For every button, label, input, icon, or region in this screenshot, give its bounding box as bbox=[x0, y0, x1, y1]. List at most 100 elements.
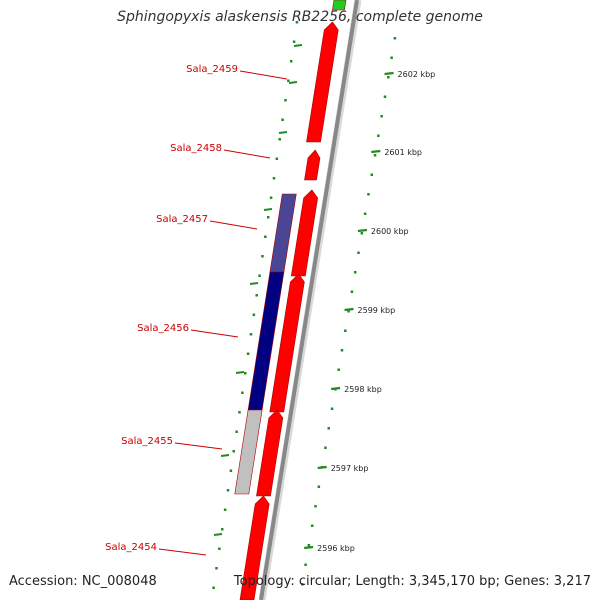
guide-dot-right bbox=[324, 446, 327, 449]
guide-dot-left bbox=[218, 547, 221, 550]
gene-start-dash bbox=[249, 282, 259, 285]
gene-leader-line bbox=[174, 442, 223, 450]
guide-dot-right bbox=[344, 329, 347, 332]
tick-label: 2599 kbp bbox=[358, 306, 396, 315]
guide-dot-left bbox=[258, 274, 261, 277]
guide-dot-right bbox=[360, 232, 364, 235]
guide-dot-left bbox=[295, 21, 299, 24]
gene-arrow-sala-2458 bbox=[304, 149, 321, 181]
guide-dot-right bbox=[367, 193, 370, 196]
guide-dot-right bbox=[363, 212, 367, 215]
guide-dot-right bbox=[373, 154, 377, 157]
guide-dot-left bbox=[252, 313, 256, 316]
gene-label[interactable]: Sala_2457 bbox=[156, 214, 208, 225]
tick-label: 2602 kbp bbox=[398, 70, 436, 79]
guide-dot-right bbox=[307, 544, 311, 547]
tick-mark bbox=[317, 465, 327, 470]
gene-leader-line bbox=[209, 220, 258, 230]
guide-dot-right bbox=[350, 290, 354, 293]
tick-mark bbox=[330, 386, 341, 391]
genome-title: Sphingopyxis alaskensis RB2256, complete… bbox=[117, 9, 483, 25]
guide-dot-left bbox=[241, 391, 244, 394]
genome-summary: Topology: circular; Length: 3,345,170 bp… bbox=[233, 574, 591, 589]
tick-label: 2597 kbp bbox=[331, 464, 369, 473]
gene-start-dash bbox=[288, 81, 298, 84]
guide-dot-right bbox=[393, 37, 397, 40]
guide-dot-right bbox=[383, 95, 387, 98]
guide-dot-left bbox=[264, 235, 267, 238]
guide-dot-left bbox=[226, 489, 230, 492]
gene-arrow-sala-2456 bbox=[269, 273, 305, 413]
guide-dot-left bbox=[238, 411, 241, 414]
guide-dot-left bbox=[275, 157, 279, 160]
guide-dot-right bbox=[310, 524, 314, 527]
guide-dot-left bbox=[284, 99, 287, 102]
guide-dot-left bbox=[229, 469, 233, 472]
gene-arrow-sala-2459 bbox=[306, 21, 339, 143]
tick-mark bbox=[384, 71, 394, 76]
guide-dot-right bbox=[314, 505, 317, 508]
gene-block-slate-sala-2457 bbox=[269, 193, 297, 273]
gene-leader-line bbox=[190, 329, 239, 338]
gene-start-dash bbox=[213, 533, 223, 536]
gene-arrow-sala-2455 bbox=[256, 409, 284, 497]
guide-dot-left bbox=[272, 177, 276, 180]
guide-dot-right bbox=[301, 583, 304, 586]
gene-start-dash bbox=[278, 131, 288, 134]
gene-green-top bbox=[332, 0, 347, 11]
guide-dot-right bbox=[377, 134, 380, 137]
guide-dot-left bbox=[261, 255, 264, 258]
guide-dot-left bbox=[292, 40, 296, 43]
accession-label: Accession: NC_008048 bbox=[9, 574, 157, 589]
gene-label[interactable]: Sala_2454 bbox=[105, 542, 157, 553]
guide-dot-left bbox=[232, 450, 235, 453]
guide-dot-left bbox=[212, 586, 215, 589]
tick-mark bbox=[357, 228, 368, 233]
gene-leader-line bbox=[239, 70, 288, 80]
guide-dot-left bbox=[266, 216, 270, 219]
guide-dot-right bbox=[347, 310, 350, 313]
guide-dot-right bbox=[370, 173, 374, 176]
guide-dot-right bbox=[317, 485, 321, 488]
gene-start-dash bbox=[293, 44, 303, 47]
gene-start-dash bbox=[220, 454, 230, 457]
guide-dot-left bbox=[249, 333, 253, 336]
backbone-line bbox=[259, 0, 359, 601]
gene-label[interactable]: Sala_2459 bbox=[186, 64, 238, 75]
gene-block-gray-sala-2455 bbox=[234, 409, 263, 495]
guide-dot-right bbox=[353, 271, 357, 274]
guide-dot-left bbox=[223, 508, 227, 511]
guide-dot-left bbox=[220, 528, 224, 531]
gene-start-dash bbox=[235, 371, 245, 374]
gene-leader-line bbox=[223, 149, 271, 159]
tick-label: 2601 kbp bbox=[384, 148, 422, 157]
gene-arrow-sala-2454 bbox=[239, 495, 270, 601]
guide-dot-left bbox=[269, 196, 273, 199]
guide-dot-left bbox=[235, 430, 238, 433]
gene-arrow-sala-2457 bbox=[290, 189, 318, 277]
guide-dot-right bbox=[330, 407, 334, 410]
tick-mark bbox=[304, 545, 314, 550]
guide-dot-left bbox=[215, 567, 218, 570]
guide-dot-left bbox=[243, 372, 247, 375]
guide-dot-right bbox=[340, 349, 344, 352]
guide-dot-left bbox=[278, 138, 281, 141]
guide-dot-right bbox=[304, 563, 307, 566]
gene-label[interactable]: Sala_2458 bbox=[170, 143, 222, 154]
guide-dot-right bbox=[337, 368, 340, 371]
gene-leader-line bbox=[158, 548, 207, 556]
guide-dot-right bbox=[380, 115, 383, 118]
guide-dot-right bbox=[387, 76, 390, 79]
gene-label[interactable]: Sala_2455 bbox=[121, 436, 173, 447]
tick-mark bbox=[371, 149, 381, 154]
tick-label: 2598 kbp bbox=[344, 385, 382, 394]
tick-mark bbox=[344, 307, 354, 312]
guide-dot-right bbox=[357, 251, 360, 254]
guide-dot-left bbox=[281, 118, 284, 121]
tick-label: 2596 kbp bbox=[317, 544, 355, 553]
gene-label[interactable]: Sala_2456 bbox=[137, 323, 189, 334]
guide-dot-left bbox=[289, 60, 293, 63]
guide-dot-left bbox=[246, 352, 250, 355]
